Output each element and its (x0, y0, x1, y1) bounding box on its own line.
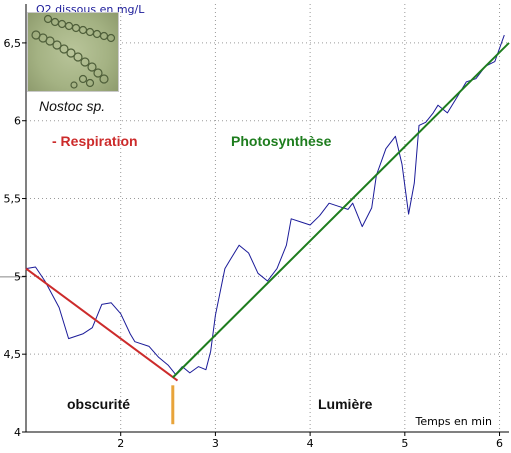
respiration-trend-line (25, 267, 179, 382)
axes (0, 4, 509, 436)
y-tick-label: 5 (14, 270, 21, 283)
x-tick-label: 5 (401, 437, 408, 450)
y-tick-label: 6,5 (4, 37, 22, 50)
respiration-label: - Respiration (52, 133, 138, 149)
darkness-label: obscurité (67, 396, 131, 412)
nostoc-photo (27, 12, 119, 92)
photosynthesis-label: Photosynthèse (231, 133, 332, 149)
y-tick-label: 6 (14, 115, 21, 128)
tick-labels: 2 3 4 5 6 4 4,5 5 5,5 6 6,5 (4, 37, 504, 450)
y-tick-label: 4,5 (4, 348, 22, 361)
x-tick-label: 2 (117, 437, 124, 450)
x-axis-label: Temps en min (414, 415, 492, 428)
nostoc-filament-image (31, 14, 116, 89)
photosynthesis-trend-line (172, 42, 510, 379)
oxygen-measurement-line (25, 34, 505, 375)
x-tick-label: 3 (212, 437, 219, 450)
y-tick-label: 4 (14, 426, 21, 439)
light-label: Lumière (318, 396, 373, 412)
series (25, 34, 510, 425)
y-tick-label: 5,5 (4, 193, 22, 206)
species-label: Nostoc sp. (39, 98, 106, 114)
x-tick-label: 4 (307, 437, 314, 450)
x-tick-label: 6 (496, 437, 503, 450)
